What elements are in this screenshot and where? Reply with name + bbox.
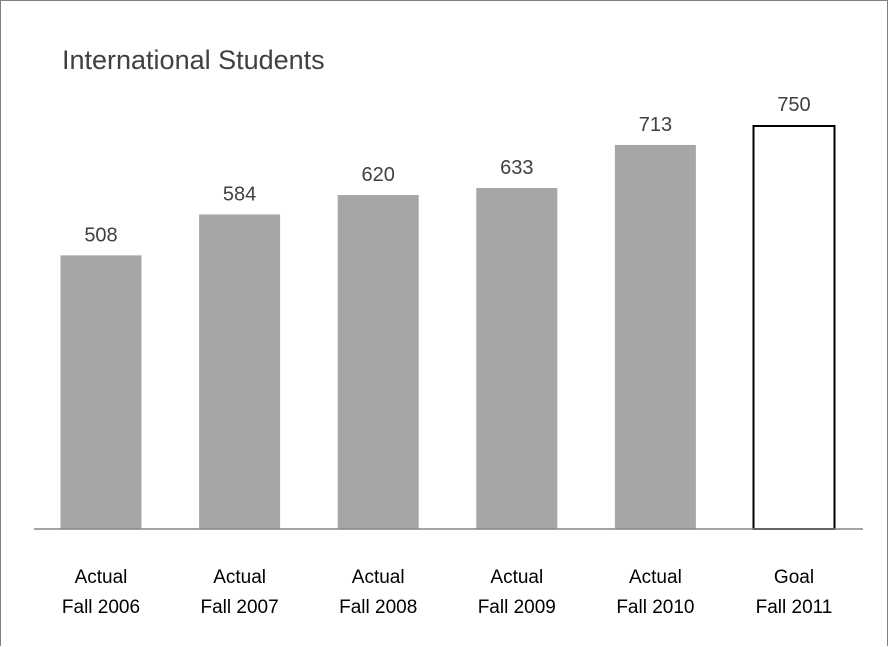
- bar-2: [337, 195, 419, 529]
- category-label-line: Fall 2011: [756, 597, 833, 618]
- data-label-1: 584: [223, 183, 256, 205]
- category-label-line: Fall 2009: [478, 597, 556, 618]
- category-label-line: Actual: [75, 567, 128, 588]
- category-label-line: Fall 2007: [201, 597, 279, 618]
- category-label-4: Actual Fall 2010: [616, 567, 694, 618]
- chart-title: International Students: [62, 45, 325, 75]
- bar-3: [476, 188, 558, 530]
- bars-layer: [60, 125, 836, 530]
- category-label-line: Actual: [352, 567, 405, 588]
- data-label-3: 633: [500, 157, 533, 179]
- bar-0: [60, 255, 142, 529]
- category-label-line: Actual: [213, 567, 266, 588]
- category-label-0: Actual Fall 2006: [62, 567, 140, 618]
- category-label-2: Actual Fall 2008: [339, 567, 417, 618]
- category-label-line: Fall 2006: [62, 597, 140, 618]
- category-label-line: Fall 2010: [616, 597, 694, 618]
- category-label-line: Fall 2008: [339, 597, 417, 618]
- bar-5: [752, 125, 836, 530]
- data-label-5: 750: [777, 94, 810, 116]
- category-label-1: Actual Fall 2007: [201, 567, 279, 618]
- category-label-5: Goal Fall 2011: [756, 567, 833, 618]
- category-labels-layer: Actual Fall 2006 Actual Fall 2007 Actual Fall…: [62, 567, 832, 618]
- bar-1: [199, 214, 281, 529]
- category-label-3: Actual Fall 2009: [478, 567, 556, 618]
- data-label-4: 713: [639, 114, 672, 136]
- bar-4: [614, 144, 696, 529]
- category-label-line: Goal: [774, 567, 814, 588]
- category-label-line: Actual: [629, 567, 682, 588]
- data-label-0: 508: [84, 224, 117, 246]
- category-label-line: Actual: [490, 567, 543, 588]
- data-labels-layer: 508 584 620 633 713 750: [84, 94, 810, 246]
- data-label-2: 620: [362, 164, 395, 186]
